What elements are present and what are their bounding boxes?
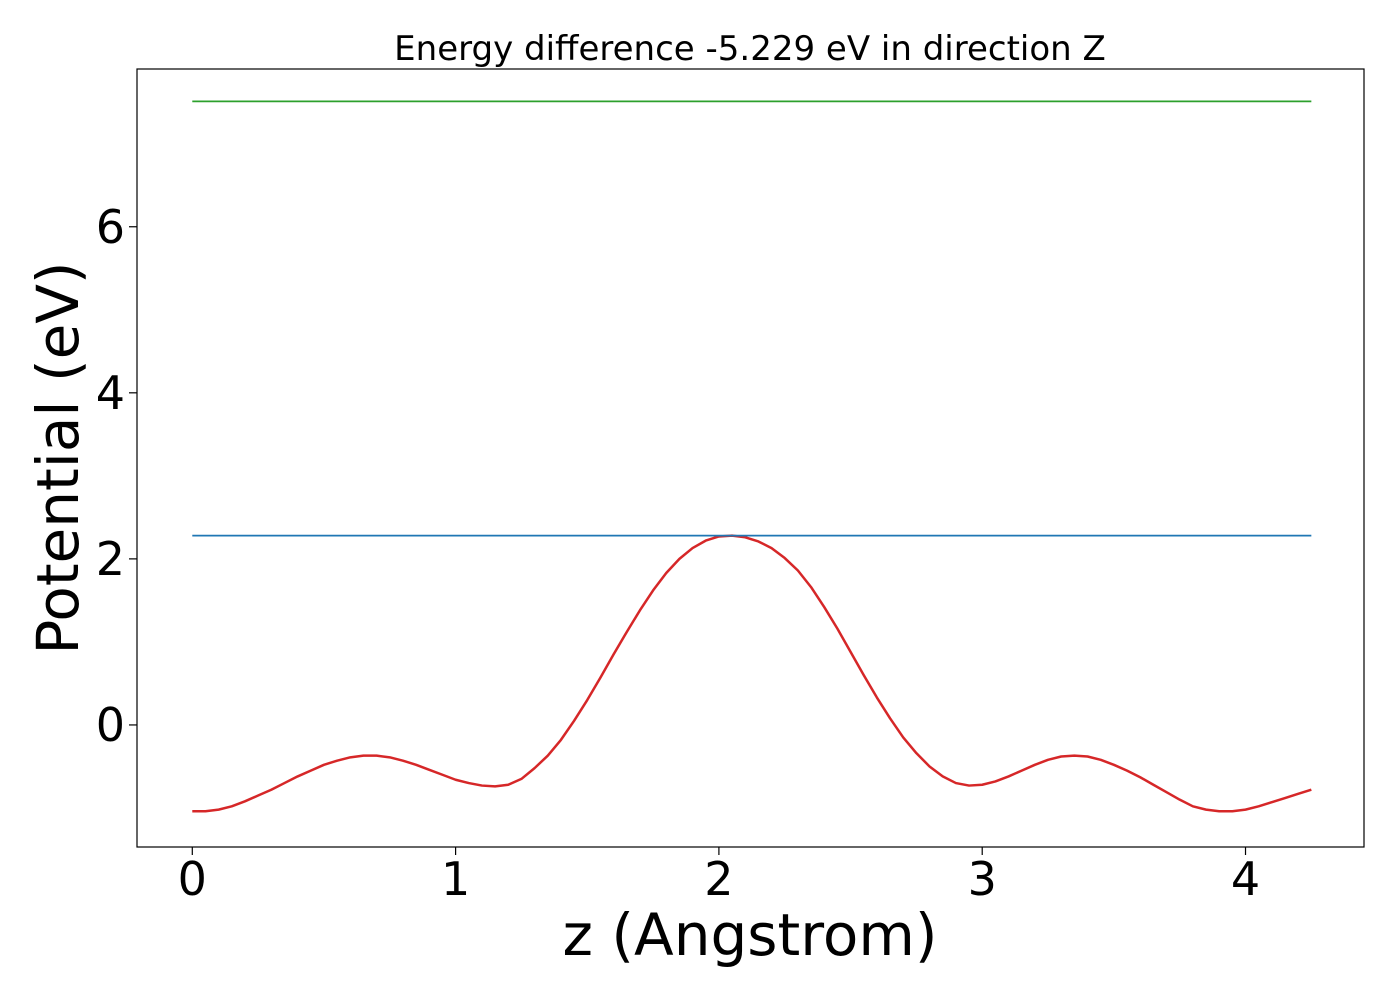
series-line-0 [192, 534, 1312, 813]
x-axis-label: z (Angstrom) [563, 901, 938, 969]
y-tick-label: 4 [96, 366, 125, 420]
x-axis-ticks: 0 1 2 3 4 [178, 847, 1260, 906]
series-layer [192, 100, 1312, 813]
y-axis-ticks: 0 2 4 6 [96, 200, 137, 752]
y-axis-label: Potential (eV) [24, 261, 92, 654]
x-tick-label: 0 [178, 852, 207, 906]
x-tick-label: 1 [441, 852, 470, 906]
chart-title: Energy difference -5.229 eV in direction… [394, 29, 1106, 69]
x-tick-label: 4 [1231, 852, 1260, 906]
x-tick-label: 2 [704, 852, 733, 906]
y-tick-label: 0 [96, 698, 125, 752]
y-tick-label: 6 [96, 200, 125, 254]
y-tick-label: 2 [96, 532, 125, 586]
x-tick-label: 3 [968, 852, 997, 906]
plot-frame [136, 68, 1365, 848]
